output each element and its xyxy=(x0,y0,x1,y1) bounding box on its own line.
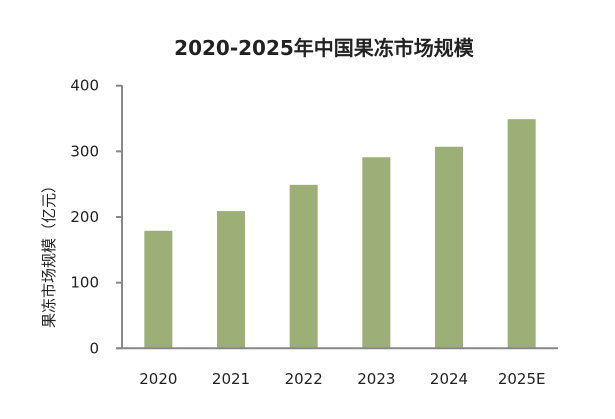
y-axis-label: 果冻市场规模（亿元） xyxy=(40,178,58,328)
bar-2025E xyxy=(507,119,536,349)
bar-2022 xyxy=(289,184,318,349)
x-tick-label: 2020 xyxy=(139,370,177,388)
x-tick-label: 2021 xyxy=(212,370,250,388)
chart-title: 2020-2025年中国果冻市场规模 xyxy=(174,36,475,60)
bar-2023 xyxy=(362,157,391,349)
bar-2020 xyxy=(144,230,173,349)
bar-2024 xyxy=(435,146,463,349)
y-tick-label: 200 xyxy=(70,208,99,226)
bar-2021 xyxy=(217,211,245,349)
x-tick-label: 2023 xyxy=(357,370,395,388)
y-tick-label: 100 xyxy=(70,274,99,292)
x-tick-label: 2022 xyxy=(285,370,323,388)
x-tick-label: 2025E xyxy=(498,370,546,388)
y-tick-label: 0 xyxy=(89,339,99,357)
y-tick-label: 300 xyxy=(70,142,99,160)
x-tick-label: 2024 xyxy=(430,370,468,388)
y-tick-label: 400 xyxy=(70,77,99,95)
